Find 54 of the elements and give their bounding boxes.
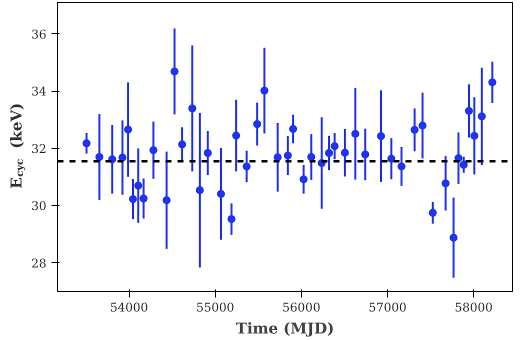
point [464,106,473,115]
x-tick-label: 56000 [282,300,320,314]
point [178,140,186,148]
point [253,120,262,128]
point [428,208,437,217]
point [377,132,385,140]
point [216,190,225,198]
point [128,195,137,204]
point [149,146,158,154]
point [387,154,396,163]
point [460,160,468,169]
point [124,126,132,134]
point [196,186,204,194]
point [170,67,179,76]
point [289,124,298,133]
point [118,154,126,162]
point [82,139,91,148]
x-tick-label: 58000 [454,300,493,314]
y-tick-label: 28 [31,256,47,270]
y-tick-label: 32 [31,142,47,156]
point [410,126,419,134]
x-tick-label: 55000 [196,300,234,314]
x-axis-title: Time (MJD) [236,320,334,338]
point [330,142,339,150]
y-tick-label: 36 [31,27,47,42]
point [204,149,212,157]
point [442,179,450,188]
point [351,130,360,138]
point [260,86,268,95]
point [300,175,308,184]
point [418,122,427,130]
point [284,152,292,160]
point [478,112,486,120]
point [340,148,349,157]
point [227,215,236,224]
point [470,132,478,140]
point [361,150,370,158]
point [307,153,316,162]
point [134,182,142,190]
y-tick-label: 30 [31,199,47,214]
point [162,196,171,204]
point [140,194,148,202]
x-tick-label: 54000 [110,300,148,314]
y-axis-title: Ecyc (keV) [8,102,26,189]
point [188,104,196,112]
point [450,234,458,242]
point [488,78,496,86]
point [232,132,240,140]
x-tick-label: 57000 [368,300,407,314]
point [398,162,406,170]
point [242,162,251,170]
point [95,153,104,162]
point [325,149,334,157]
y-tick-label: 34 [31,84,47,99]
